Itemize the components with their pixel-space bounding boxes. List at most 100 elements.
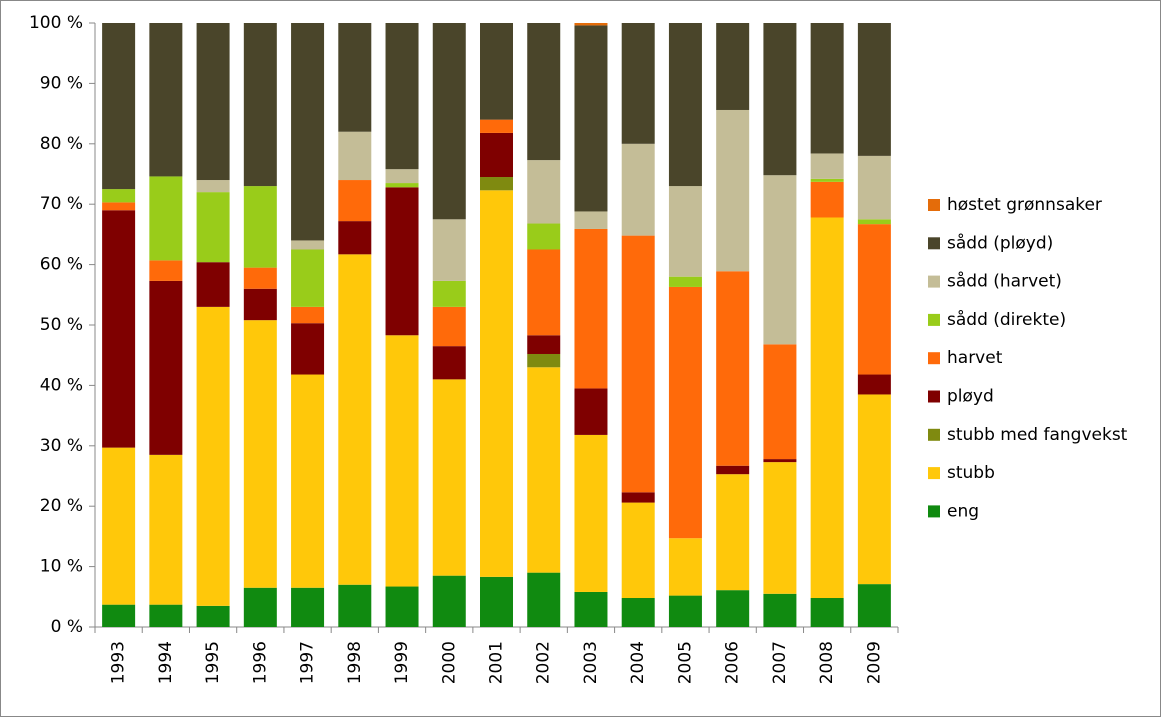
bar-segment <box>527 160 561 224</box>
bar-segment <box>668 276 702 287</box>
y-tick-label: 50 % <box>40 315 83 335</box>
bar-segment <box>621 23 655 144</box>
bar-segment <box>763 459 797 463</box>
bar-segment <box>763 462 797 594</box>
bar-segment <box>763 344 797 460</box>
bar-segment <box>196 306 230 606</box>
x-tick-label: 2005 <box>675 641 695 684</box>
bar-segment <box>243 186 277 268</box>
bar-segment <box>196 192 230 263</box>
y-tick-label: 90 % <box>40 73 83 93</box>
legend-swatch <box>928 467 940 480</box>
bar-segment <box>385 335 419 587</box>
legend-swatch <box>928 428 940 441</box>
x-tick-label: 2003 <box>581 641 601 684</box>
bar-segment <box>102 202 136 211</box>
bar-segment <box>763 593 797 627</box>
bar-segment <box>716 23 750 110</box>
bar-segment <box>574 211 608 229</box>
bar-segment <box>857 23 891 156</box>
y-tick-label: 30 % <box>40 436 83 456</box>
legend-swatch <box>928 237 940 250</box>
bar-segment <box>432 219 466 281</box>
bar-segment <box>621 598 655 627</box>
legend-swatch <box>928 352 940 365</box>
bar-segment <box>338 131 372 181</box>
bar-segment <box>385 183 419 188</box>
x-tick-label: 2001 <box>487 641 507 684</box>
x-tick-label: 2004 <box>628 641 648 684</box>
bar-segment <box>480 119 513 133</box>
legend-label: sådd (pløyd) <box>947 232 1053 253</box>
legend-label: stubb <box>947 463 995 483</box>
bar-segment <box>621 492 655 503</box>
x-tick-label: 1998 <box>345 641 365 684</box>
bar-segment <box>810 153 844 179</box>
bar-segment <box>574 25 608 212</box>
bar-segment <box>763 23 797 176</box>
bar-segment <box>243 267 277 289</box>
bar-segment <box>857 584 891 627</box>
bar-segment <box>668 286 702 539</box>
bar-segment <box>338 584 372 627</box>
bar-segment <box>149 23 183 177</box>
bar-segment <box>102 447 136 605</box>
bar-segment <box>338 221 372 255</box>
bar-segment <box>668 186 702 277</box>
y-tick-label: 60 % <box>40 255 83 275</box>
y-tick-label: 100 % <box>29 13 83 33</box>
bar-segment <box>432 23 466 220</box>
bar-segment <box>621 143 655 236</box>
bar-segment <box>480 23 513 120</box>
bar-segment <box>810 598 844 627</box>
bar-segment <box>432 280 466 307</box>
bar-segment <box>149 176 183 261</box>
x-tick-label: 1999 <box>392 641 412 684</box>
bar-segment <box>574 23 608 26</box>
x-tick-label: 2000 <box>439 641 459 684</box>
x-tick-label: 1997 <box>298 641 318 684</box>
bar-segment <box>857 219 891 225</box>
bar-segment <box>291 240 325 250</box>
x-tick-label: 2008 <box>817 641 837 684</box>
legend-label: sådd (harvet) <box>947 271 1062 292</box>
bar-segment <box>480 177 513 191</box>
bar-segment <box>527 353 561 368</box>
bar-segment <box>432 306 466 347</box>
legend-label: stubb med fangvekst <box>947 425 1128 445</box>
bar-segment <box>480 576 513 627</box>
bar-segment <box>243 320 277 588</box>
legend-swatch <box>928 505 940 518</box>
y-tick-label: 70 % <box>40 194 83 214</box>
bar-segment <box>102 189 136 203</box>
x-tick-label: 1995 <box>203 641 223 684</box>
legend-swatch <box>928 275 940 288</box>
bar-segment <box>527 335 561 354</box>
x-tick-label: 1996 <box>250 641 270 684</box>
bar-segment <box>149 280 183 455</box>
bar-segment <box>385 169 419 184</box>
bar-segment <box>527 223 561 250</box>
bar-segment <box>102 23 136 190</box>
bar-segment <box>716 590 750 627</box>
bar-segment <box>527 367 561 573</box>
bar-segment <box>432 379 466 576</box>
x-tick-label: 1994 <box>156 641 176 684</box>
bar-segment <box>857 374 891 395</box>
bar-segment <box>196 23 230 181</box>
legend-swatch <box>928 390 940 403</box>
bar-segment <box>716 109 750 272</box>
y-tick-label: 10 % <box>40 557 83 577</box>
bar-segment <box>668 595 702 627</box>
bar-segment <box>763 175 797 345</box>
bar-segment <box>527 23 561 161</box>
bar-segment <box>432 346 466 380</box>
bar-segment <box>291 323 325 375</box>
legend-label: harvet <box>947 348 1003 368</box>
bar-segment <box>810 217 844 599</box>
bar-segment <box>196 262 230 307</box>
legend-label: pløyd <box>947 387 994 407</box>
x-tick-label: 2002 <box>534 641 554 684</box>
x-tick-label: 2006 <box>723 641 743 684</box>
